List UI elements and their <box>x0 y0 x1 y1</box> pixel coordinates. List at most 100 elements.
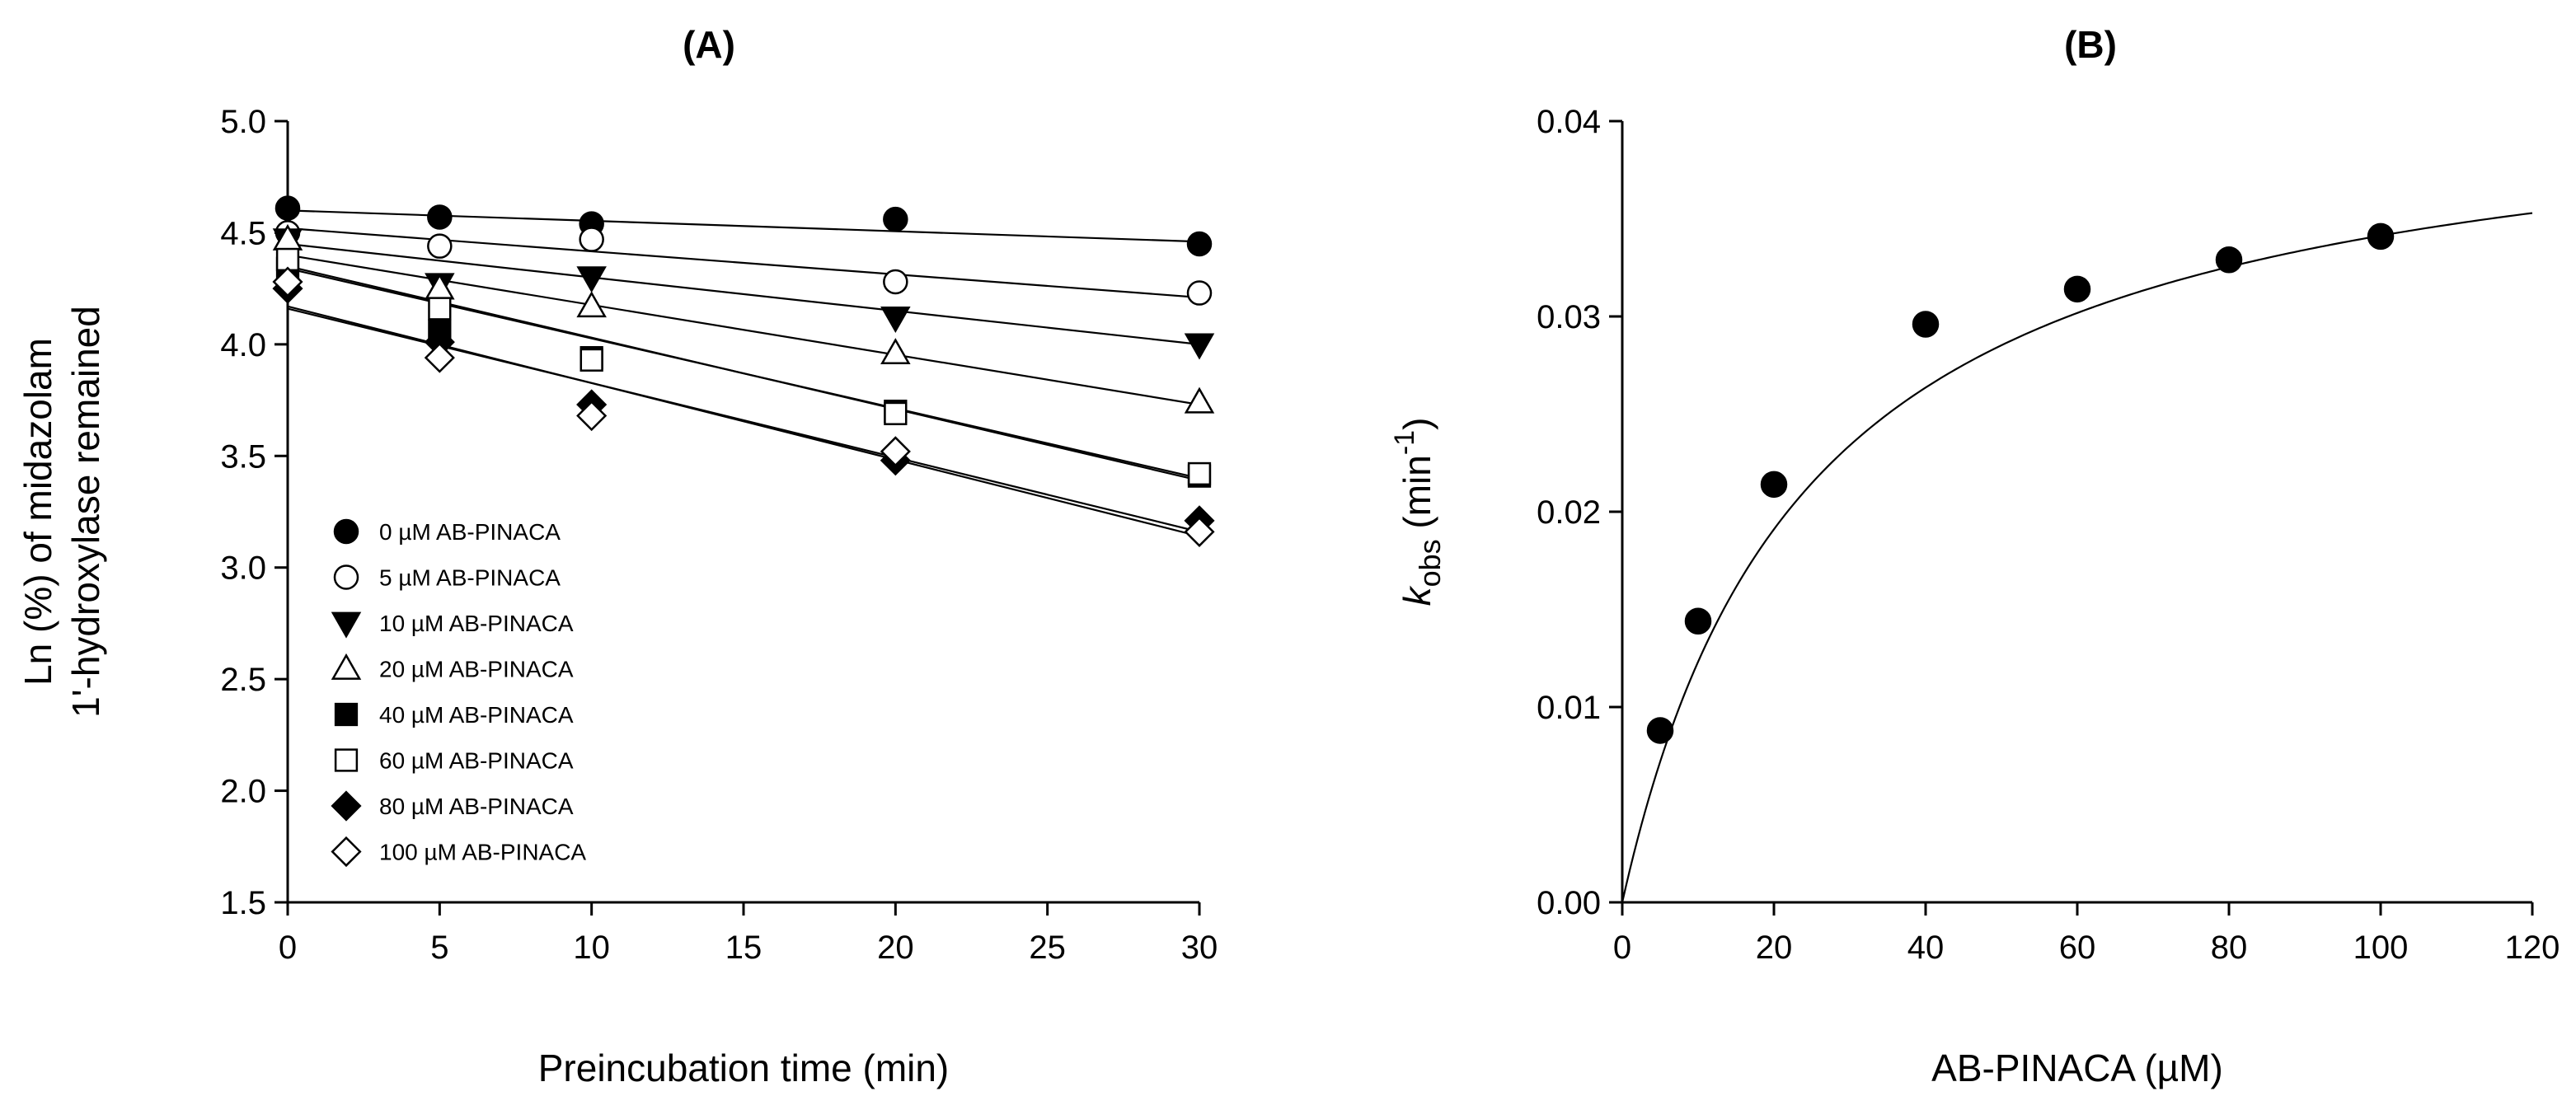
panel-b-fit-curve <box>1621 212 2533 903</box>
data-point <box>274 195 301 221</box>
data-point <box>579 227 604 252</box>
data-point <box>1184 516 1215 547</box>
fit-line <box>287 242 1200 345</box>
fit-curve <box>1621 212 2533 903</box>
y-tick-label: 1.5 <box>220 885 266 921</box>
data-point <box>576 400 608 432</box>
x-tick-label: 40 <box>1907 930 1945 966</box>
data-point <box>1184 333 1215 360</box>
data-point <box>1186 280 1213 306</box>
panel-b-y-title-k: k <box>1396 585 1438 606</box>
legend-label: 100 µM AB-PINACA <box>379 840 586 865</box>
x-tick-label: 15 <box>725 930 762 966</box>
legend-marker <box>334 748 359 772</box>
x-tick-label: 25 <box>1029 930 1066 966</box>
y-tick-label: 0.04 <box>1537 104 1601 140</box>
panel-a-x-ticks: 0 5 10 15 20 25 30 <box>279 902 1218 966</box>
fit-line <box>287 305 1200 537</box>
data-point <box>272 266 303 297</box>
legend-label: 40 µM AB-PINACA <box>379 702 574 728</box>
y-tick-label: 4.5 <box>220 215 266 251</box>
fit-line <box>287 209 1200 243</box>
panel-a-y-title-line-2: 1'-hydroxylase remained <box>64 306 107 718</box>
panel-b-points <box>1646 222 2395 744</box>
legend-marker <box>331 653 362 680</box>
x-tick-label: 0 <box>1613 930 1631 966</box>
panel-b-y-title-text: kobs (min-1) <box>1389 418 1447 607</box>
data-point <box>880 338 911 365</box>
data-point <box>2367 222 2395 251</box>
y-tick-label: 2.5 <box>220 662 266 698</box>
data-point <box>427 204 453 230</box>
y-tick-label: 3.0 <box>220 550 266 587</box>
y-tick-label: 5.0 <box>220 104 266 140</box>
x-tick-label: 60 <box>2059 930 2096 966</box>
panel-a-y-title: Ln (%) of midazolam 1'-hydroxylase remai… <box>16 306 107 718</box>
x-tick-label: 120 <box>2505 930 2560 966</box>
panel-a-fit-lines <box>287 209 1200 537</box>
y-tick-label: 2.0 <box>220 774 266 810</box>
data-point <box>576 266 607 293</box>
y-tick-label: 0.01 <box>1537 690 1601 726</box>
data-point <box>884 401 908 425</box>
panel-a-legend: 0 µM AB-PINACA 5 µM AB-PINACA 10 µM AB-PIN… <box>331 518 586 868</box>
x-tick-label: 5 <box>430 930 448 966</box>
panel-a-y-ticks: 1.5 2.0 2.5 3.0 3.5 4.0 4.5 5.0 <box>220 104 288 921</box>
legend-marker <box>331 836 362 868</box>
data-point <box>1186 231 1213 257</box>
panel-b-y-title-sub: obs <box>1413 539 1447 587</box>
y-tick-label: 0.00 <box>1537 885 1601 921</box>
data-point <box>1646 717 1674 744</box>
data-point <box>428 297 452 321</box>
x-tick-label: 10 <box>573 930 610 966</box>
data-point <box>1760 471 1788 499</box>
panel-b-label: (B) <box>2064 23 2117 66</box>
panel-a-points <box>272 195 1215 547</box>
fit-line <box>287 265 1200 482</box>
data-point <box>427 233 453 259</box>
legend-marker <box>331 790 362 822</box>
data-point <box>1187 461 1212 486</box>
legend-label: 60 µM AB-PINACA <box>379 748 574 774</box>
y-tick-label: 0.03 <box>1537 299 1601 335</box>
data-point <box>883 269 908 295</box>
legend-marker <box>334 702 359 727</box>
x-tick-label: 0 <box>279 930 297 966</box>
fit-line <box>287 227 1200 299</box>
x-tick-label: 100 <box>2353 930 2409 966</box>
panel-b: (B) 0.00 0.01 0.02 0.03 0.04 0 20 40 60 80 100 120… <box>1389 23 2560 1089</box>
panel-a: (A) 1.5 2.0 2.5 3.0 3.5 4.0 4.5 5.0 0 5 10 15 20 25 3… <box>16 23 1218 1089</box>
legend-label: 10 µM AB-PINACA <box>379 611 574 636</box>
data-point <box>880 307 911 333</box>
panel-b-x-title: AB-PINACA (µM) <box>1931 1047 2223 1089</box>
panel-b-y-title-sup: -1 <box>1389 430 1420 455</box>
panel-b-x-ticks: 0 20 40 60 80 100 120 <box>1613 902 2560 966</box>
x-tick-label: 20 <box>877 930 914 966</box>
data-point <box>2063 275 2091 303</box>
panel-b-y-ticks: 0.00 0.01 0.02 0.03 0.04 <box>1537 104 1622 921</box>
data-point <box>579 348 603 372</box>
legend-label: 5 µM AB-PINACA <box>379 565 561 591</box>
x-tick-label: 80 <box>2211 930 2248 966</box>
panel-a-y-title-line-1: Ln (%) of midazolam <box>16 338 59 686</box>
panel-b-y-title-unit: (min <box>1396 455 1438 539</box>
legend-label: 0 µM AB-PINACA <box>379 519 561 545</box>
x-tick-label: 20 <box>1756 930 1793 966</box>
panel-b-y-title-close: ) <box>1396 418 1438 430</box>
y-tick-label: 0.02 <box>1537 494 1601 531</box>
data-point <box>1184 386 1215 414</box>
data-point <box>1912 311 1940 338</box>
data-point <box>883 206 908 232</box>
legend-label: 20 µM AB-PINACA <box>379 657 574 682</box>
legend-marker <box>333 518 359 545</box>
panel-a-x-title: Preincubation time (min) <box>538 1047 950 1089</box>
data-point <box>880 436 911 467</box>
data-point <box>1684 607 1712 635</box>
data-point <box>576 291 607 318</box>
data-point <box>2215 246 2243 274</box>
panel-a-label: (A) <box>683 23 735 66</box>
legend-marker <box>333 564 359 590</box>
x-tick-label: 30 <box>1181 930 1218 966</box>
y-tick-label: 3.5 <box>220 438 266 475</box>
